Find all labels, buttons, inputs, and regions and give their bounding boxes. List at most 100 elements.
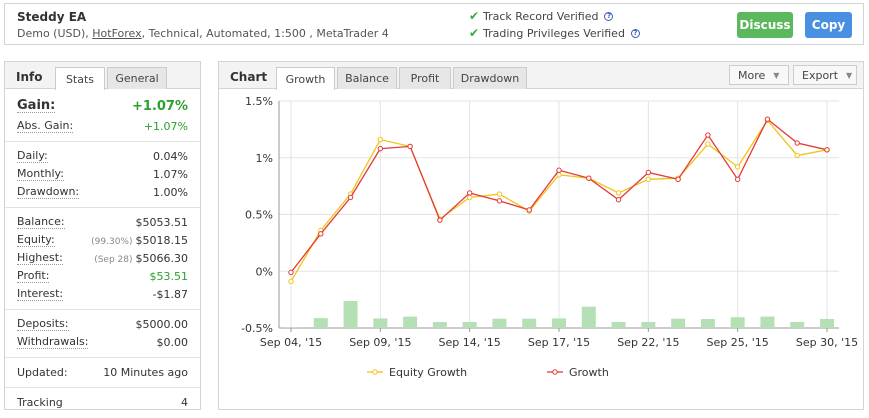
- deposits-value: $5000.00: [135, 317, 189, 331]
- withdrawals-value: $0.00: [156, 335, 189, 349]
- copy-button[interactable]: Copy: [805, 12, 852, 38]
- volume-bar: [641, 322, 656, 328]
- growth-point: [734, 176, 741, 183]
- tab-profit[interactable]: Profit: [399, 67, 451, 89]
- stats-list: Gain: +1.07% Abs. Gain: +1.07% Daily: 0.04%…: [5, 95, 200, 411]
- monthly-label: Monthly:: [17, 166, 64, 181]
- stat-balance: Balance: $5053.51: [5, 213, 200, 231]
- x-tick-label: Sep 14, '15: [439, 336, 501, 349]
- volume-bar: [403, 316, 418, 328]
- growth-point: [705, 132, 711, 138]
- highest-date: (Sep 28): [94, 254, 133, 265]
- tab-growth[interactable]: Growth: [276, 67, 335, 90]
- divider: [5, 309, 200, 310]
- stat-interest: Interest: -$1.87: [5, 285, 200, 303]
- stat-monthly: Monthly: 1.07%: [5, 165, 200, 183]
- drawdown-value: 1.00%: [153, 185, 188, 199]
- x-tick-label: Sep 09, '15: [349, 336, 411, 349]
- divider: [5, 387, 200, 388]
- equity-percent: (99.30%): [91, 236, 133, 247]
- chart-panel: Chart Growth Balance Profit Drawdown Mor…: [218, 61, 864, 410]
- growth-point: [526, 207, 532, 213]
- volume-bar: [760, 316, 775, 328]
- help-icon[interactable]: ?: [630, 28, 640, 38]
- caret-down-icon: ▼: [846, 70, 853, 80]
- gain-label: Gain:: [17, 97, 56, 113]
- trading-privileges-label: Trading Privileges Verified: [483, 26, 625, 40]
- equity-growth-point: [377, 136, 384, 143]
- growth-point: [347, 194, 354, 201]
- stat-abs-gain: Abs. Gain: +1.07%: [5, 117, 200, 135]
- volume-bar: [790, 322, 805, 328]
- abs-gain-value: +1.07%: [143, 119, 188, 133]
- subtitle-suffix: , Technical, Automated, 1:500 , MetaTrad…: [141, 27, 389, 40]
- export-dropdown[interactable]: Export ▼: [793, 65, 857, 85]
- x-tick-label: Sep 17, '15: [528, 336, 590, 349]
- growth-point: [645, 169, 652, 176]
- gain-value: +1.07%: [132, 98, 188, 114]
- x-tick-label: Sep 04, '15: [260, 336, 322, 349]
- updated-value: 10 Minutes ago: [103, 365, 188, 379]
- volume-bar: [611, 322, 626, 328]
- monthly-value: 1.07%: [153, 167, 188, 181]
- export-label: Export: [802, 68, 839, 82]
- check-icon: ✔: [469, 26, 480, 40]
- equity-label: Equity:: [17, 232, 55, 247]
- discuss-button[interactable]: Discuss: [737, 12, 793, 38]
- x-tick-label: Sep 22, '15: [617, 336, 679, 349]
- tab-general[interactable]: General: [107, 67, 167, 89]
- growth-point: [764, 116, 771, 122]
- stat-equity: Equity: (99.30%) $5018.15: [5, 231, 200, 249]
- growth-point: [288, 269, 294, 276]
- deposits-label: Deposits:: [17, 316, 69, 331]
- stat-updated: Updated: 10 Minutes ago: [5, 363, 200, 381]
- more-dropdown[interactable]: More ▼: [729, 65, 789, 85]
- equity-growth-point: [734, 164, 741, 170]
- stat-tracking: Tracking 4: [5, 393, 200, 411]
- info-heading: Info: [16, 70, 43, 84]
- growth-point: [615, 197, 622, 203]
- volume-bar: [343, 301, 358, 328]
- growth-point: [586, 175, 592, 181]
- withdrawals-label: Withdrawals:: [17, 334, 89, 349]
- legend-equity-growth-marker: [372, 369, 378, 375]
- equity-growth-point: [794, 152, 800, 159]
- equity-growth-point: [288, 278, 294, 285]
- tab-balance[interactable]: Balance: [337, 67, 397, 89]
- growth-point: [466, 190, 473, 196]
- broker-link[interactable]: HotForex: [92, 27, 142, 40]
- equity-growth-point: [466, 194, 473, 201]
- divider: [5, 141, 200, 142]
- stat-daily: Daily: 0.04%: [5, 147, 200, 165]
- profit-value: $53.51: [149, 269, 189, 283]
- daily-label: Daily:: [17, 148, 48, 163]
- system-subtitle: Demo (USD), HotForex, Technical, Automat…: [17, 27, 389, 40]
- legend-growth-marker: [552, 369, 558, 375]
- help-icon[interactable]: ?: [604, 11, 614, 21]
- equity-growth-point: [615, 190, 622, 196]
- volume-bar: [432, 322, 447, 328]
- interest-value: -$1.87: [152, 287, 188, 301]
- trading-privileges-verified: ✔ Trading Privileges Verified ?: [469, 26, 640, 40]
- volume-bar: [462, 322, 477, 328]
- volume-bar: [820, 319, 834, 328]
- drawdown-label: Drawdown:: [17, 184, 80, 199]
- growth-point: [556, 167, 562, 173]
- y-tick-label: 0%: [256, 265, 273, 278]
- volume-bar: [730, 317, 745, 328]
- stat-deposits: Deposits: $5000.00: [5, 315, 200, 333]
- growth-point: [675, 176, 681, 183]
- divider: [5, 207, 200, 208]
- balance-label: Balance:: [17, 214, 65, 229]
- tab-stats[interactable]: Stats: [55, 67, 105, 90]
- info-panel: Info Stats General Gain: +1.07% Abs. Gain…: [4, 61, 201, 410]
- volume-bar: [313, 318, 328, 328]
- equity-value: $5018.15: [135, 233, 189, 247]
- volume-bar: [700, 319, 715, 328]
- balance-value: $5053.51: [135, 215, 189, 229]
- tab-drawdown[interactable]: Drawdown: [453, 67, 527, 89]
- subtitle-prefix: Demo (USD),: [17, 27, 93, 40]
- x-tick-label: Sep 30, '15: [796, 336, 858, 349]
- equity-growth-point: [496, 191, 503, 197]
- volume-bar: [581, 306, 596, 328]
